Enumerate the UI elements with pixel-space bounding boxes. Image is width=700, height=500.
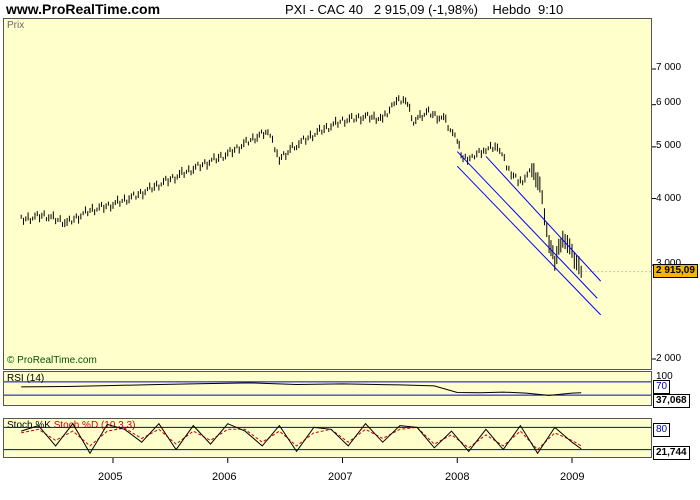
stoch-value-badge: 21,744 — [653, 446, 690, 460]
rsi-value-badge: 37,068 — [653, 394, 690, 408]
x-tick-label: 2008 — [445, 471, 470, 483]
x-tick-label: 2006 — [212, 471, 237, 483]
copyright-text: © ProRealTime.com — [7, 355, 97, 366]
title-bar: www.ProRealTime.com PXI - CAC 40 2 915,0… — [0, 0, 700, 20]
stoch-panel[interactable]: Stoch %K Stoch %D (10,3,3) — [3, 418, 652, 458]
x-tick-label: 2005 — [98, 471, 123, 483]
price-tick-label: 2 000 — [656, 353, 682, 364]
price-panel[interactable]: Prix © ProRealTime.com — [3, 18, 652, 370]
last-price-badge: 2 915,09 — [653, 264, 698, 278]
stoch-k-label: Stoch %K — [7, 420, 51, 431]
x-tick-label: 2007 — [328, 471, 353, 483]
channel-line — [485, 156, 602, 282]
instrument-name: PXI - CAC 40 — [285, 2, 364, 17]
price-tick-label: 5 000 — [656, 140, 682, 151]
price-change: (-1,98%) — [428, 2, 478, 17]
last-price: 2 915,09 — [373, 2, 425, 17]
price-tick-label: 7 000 — [656, 62, 682, 73]
stoch-d-line — [21, 426, 582, 451]
stoch-d-label: Stoch %D (10,3,3) — [53, 420, 136, 431]
stoch-level-80: 80 — [653, 423, 671, 437]
price-tick-label: 4 000 — [656, 193, 682, 204]
price-panel-label: Prix — [7, 20, 25, 31]
quote-summary: PXI - CAC 40 2 915,09 (-1,98%) Hebdo 9:1… — [285, 2, 563, 17]
quote-time: 9:10 — [537, 2, 564, 17]
period: Hebdo — [492, 2, 531, 17]
rsi-panel[interactable]: RSI (14) — [3, 371, 652, 406]
stoch-k-line — [21, 422, 582, 455]
price-tick-label: 3 000 — [656, 258, 681, 269]
rsi-line — [21, 382, 582, 396]
rsi-panel-label: RSI (14) — [7, 373, 45, 384]
rsi-top-tick: 100 — [656, 371, 673, 382]
stoch-panel-label: Stoch %K Stoch %D (10,3,3) — [7, 420, 135, 431]
channel-line — [456, 151, 598, 299]
site-name[interactable]: www.ProRealTime.com — [6, 1, 161, 17]
x-tick-label: 2009 — [560, 471, 585, 483]
channel-line — [456, 165, 602, 316]
rsi-level-70: 70 — [653, 380, 671, 394]
price-tick-label: 6 000 — [656, 97, 682, 108]
